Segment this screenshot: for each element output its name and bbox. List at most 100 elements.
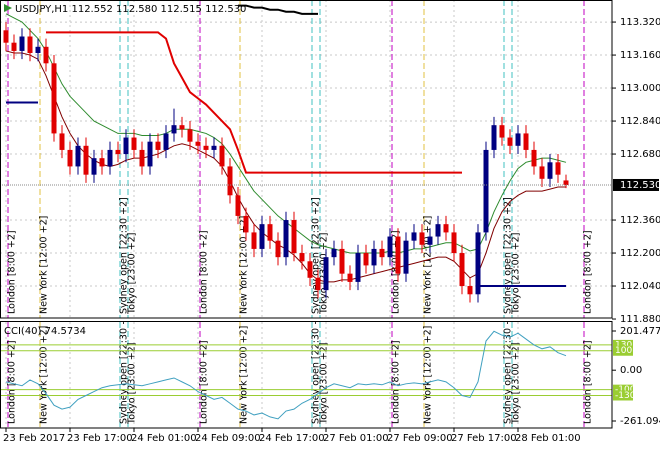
level-label-box <box>613 390 633 401</box>
candle-body <box>307 261 313 278</box>
session-label: Tokyo [23:00 +2] <box>319 343 330 425</box>
candle-body <box>315 277 321 291</box>
session-label: Tokyo [23:00 +2] <box>511 343 522 425</box>
indicator-line <box>46 31 462 174</box>
session-label: Tokyo [23:00 +2] <box>127 343 138 425</box>
y-tick-label: 112.680 <box>620 149 660 160</box>
candle-body <box>515 133 521 146</box>
candle-body <box>67 149 73 167</box>
session-label: Sydney open [22:30 +2] <box>119 307 130 424</box>
session-label: New York [12:00 +2] <box>239 216 250 314</box>
title-icon <box>4 4 12 12</box>
last-price-box <box>613 178 659 191</box>
candle-body <box>491 125 497 150</box>
main-frame <box>0 0 613 319</box>
candle-body <box>467 286 473 295</box>
candle-body <box>187 129 193 142</box>
candle-body <box>435 224 441 237</box>
candle-body <box>523 133 529 150</box>
y-tick-label: 112.200 <box>620 248 660 259</box>
candle-body <box>331 248 337 258</box>
candle-body <box>227 166 233 196</box>
session-label: New York [12:00 +2] <box>39 326 50 424</box>
session-label: New York [12:00 +2] <box>423 216 434 314</box>
session-label: Sydney open [22:30 +2] <box>119 197 130 314</box>
session-label: London [8:00 +2] <box>199 340 210 424</box>
session-label: New York [12:00 +2] <box>39 216 50 314</box>
candle-body <box>403 240 409 274</box>
candle-body <box>147 141 153 167</box>
chart-title: USDJPY,H1 112.552 112.580 112.515 112.53… <box>15 4 246 15</box>
session-label: London [8:00 +2] <box>583 340 594 424</box>
y-tick-label: 112.040 <box>620 281 660 292</box>
x-tick-label: 23 Feb 17:00 <box>67 433 133 444</box>
candle-body <box>355 253 361 282</box>
y-tick-label: 112.840 <box>620 116 660 127</box>
session-label: Tokyo [23:00 +2] <box>127 233 138 315</box>
candle-body <box>411 232 417 241</box>
candle-body <box>531 149 537 167</box>
candle-body <box>259 224 265 249</box>
candle-body <box>107 149 113 167</box>
cci-line <box>5 330 567 420</box>
candle-body <box>499 125 505 138</box>
x-tick-label: 27 Feb 09:00 <box>387 433 453 444</box>
candle-body <box>451 232 457 254</box>
candle-body <box>283 220 289 258</box>
candle-body <box>555 162 561 175</box>
y-tick-label: 113.160 <box>620 50 660 61</box>
indicator-frame <box>0 321 613 429</box>
level-label-box <box>613 339 633 350</box>
indicator-line <box>238 4 318 15</box>
candle-body <box>347 273 353 282</box>
candle-body <box>99 158 105 167</box>
session-label: Sydney open [22:30 +2] <box>311 307 322 424</box>
candle-body <box>163 133 169 150</box>
session-label: New York [12:00 +2] <box>423 326 434 424</box>
candle-body <box>483 149 489 233</box>
session-label: Sydney open [22:30 +2] <box>503 197 514 314</box>
y-tick-label: 201.4774 <box>620 326 660 337</box>
candle-body <box>507 137 513 146</box>
candle-body <box>203 145 209 150</box>
x-tick-label: 24 Feb 01:00 <box>131 433 197 444</box>
candle-body <box>363 253 369 266</box>
candle-body <box>379 248 385 258</box>
level-label: -100 <box>615 385 636 395</box>
candle-body <box>35 46 41 53</box>
y-tick-label: 113.320 <box>620 17 660 28</box>
candle-body <box>475 232 481 295</box>
level-label: 130 <box>615 340 632 350</box>
candle-body <box>3 30 9 43</box>
candle-body <box>427 236 433 245</box>
candle-body <box>395 236 401 274</box>
session-label: London [8:00 +2] <box>199 230 210 314</box>
session-label: Sydney open [22:30 +2] <box>503 307 514 424</box>
session-label: Tokyo [23:00 +2] <box>511 233 522 315</box>
candle-body <box>115 149 121 155</box>
y-tick-label: 0.00 <box>620 365 642 376</box>
candle-body <box>155 141 161 150</box>
candle-body <box>27 36 33 53</box>
candle-body <box>275 240 281 258</box>
candle-body <box>371 248 377 266</box>
x-tick-label: 27 Feb 01:00 <box>323 433 389 444</box>
y-tick-label: 111.880 <box>620 314 660 325</box>
level-label: -130 <box>615 391 636 401</box>
last-price-label: 112.530 <box>620 180 660 191</box>
candle-body <box>323 257 329 291</box>
indicator-title: CCI(40) 74.5734 <box>4 326 86 337</box>
candle-body <box>539 166 545 179</box>
candle-body <box>299 253 305 262</box>
candle-body <box>83 145 89 175</box>
candle-body <box>179 125 185 130</box>
candle-body <box>195 141 201 146</box>
candle-body <box>443 224 449 233</box>
y-tick-label: 112.360 <box>620 215 660 226</box>
candle-body <box>547 162 553 179</box>
candle-body <box>235 195 241 216</box>
candle-body <box>243 215 249 233</box>
indicator-panel: London [8:00 +2] New York [12:00 +2] Sydne… <box>0 307 612 428</box>
candle-body <box>387 236 393 258</box>
